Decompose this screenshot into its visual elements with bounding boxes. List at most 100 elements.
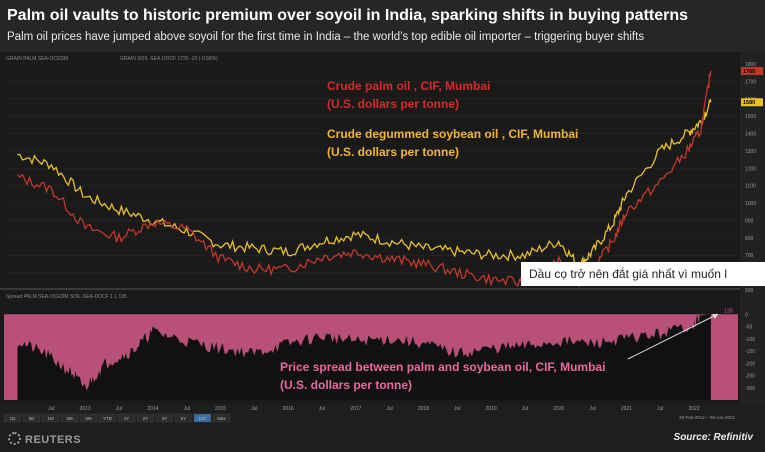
x-tick-label: 2013 <box>80 406 91 412</box>
range-button-label: 5Y <box>181 416 187 421</box>
range-button-bg <box>41 413 60 423</box>
x-tick-label: Jul <box>319 406 325 412</box>
chart-subtitle: Palm oil prices have jumped above soyoil… <box>7 31 645 43</box>
range-button-label: 3Y <box>162 416 168 421</box>
x-tick-label: Jul <box>386 406 392 412</box>
x-tick-label: 2019 <box>486 406 497 412</box>
x-tick-label: 2022 <box>688 406 699 412</box>
y-tick-label: 900 <box>745 218 754 224</box>
range-button-5y[interactable]: 5Y <box>174 413 193 423</box>
range-button-5d[interactable]: 5D <box>22 413 41 423</box>
x-tick-label: Jul <box>522 406 528 412</box>
range-button-3m[interactable]: 3M <box>60 413 79 423</box>
range-button-max[interactable]: Max <box>212 413 231 423</box>
range-button-label: 5D <box>29 416 36 421</box>
x-tick-label: Jul <box>589 406 595 412</box>
y-tick-label: 1800 <box>745 62 756 68</box>
annotation-soy-name: Crude degummed soybean oil , CIF, Mumbai <box>327 127 578 141</box>
reuters-dots-icon <box>8 432 21 445</box>
soy-last-value-tag-bg <box>741 98 763 107</box>
soy-last-value-tag: 1580 <box>741 98 763 107</box>
panel-header-palm: GRAIN PALM SEA-OCEDM <box>6 56 68 62</box>
date-range-label: 28-Feb-2012 – 08-Jun-2022 <box>679 415 736 420</box>
spread-y-tick-label: -200 <box>745 361 755 367</box>
y-tick-label: 500 <box>745 288 754 294</box>
annotation-palm-name: Crude palm oil , CIF, Mumbai <box>327 79 490 93</box>
spread-y-tick-label: -100 <box>745 337 755 343</box>
y-tick-label: 1100 <box>745 184 756 190</box>
range-button-1y[interactable]: 1Y <box>117 413 136 423</box>
y-tick-label: 1000 <box>745 201 756 207</box>
y-tick-label: 800 <box>745 236 754 242</box>
y-tick-label: 1300 <box>745 149 756 155</box>
range-button-label: Max <box>217 416 226 421</box>
trend-arrowhead <box>712 314 718 319</box>
palm-last-value-tag-bg <box>741 66 763 75</box>
spread-area <box>17 314 711 400</box>
palm-last-value-tag: 1760 <box>741 66 763 75</box>
x-tick-label: 2018 <box>418 406 429 412</box>
soy-last-value-tag-value: 1580 <box>743 100 755 106</box>
x-tick-label: 2014 <box>147 406 158 412</box>
range-button-label: 1Y <box>124 416 130 421</box>
x-tick-label: Jul <box>183 406 189 412</box>
y-tick-label: 1400 <box>745 132 756 138</box>
range-button-10y[interactable]: 10Y <box>193 413 212 423</box>
x-tick-label: 2015 <box>215 406 226 412</box>
range-button-bg <box>79 413 98 423</box>
range-button-bg <box>136 413 155 423</box>
range-button-label: YTD <box>103 416 113 421</box>
series-line-palm <box>17 70 712 288</box>
annotation-spread-unit: (U.S. dollars per tonne) <box>280 378 412 392</box>
y-tick-label: 700 <box>745 253 754 259</box>
panel-header-soy: GRAIN SOIL-SEA-DOCF 1725 -10 (-0.58%) <box>120 56 218 62</box>
range-button-1d[interactable]: 1D <box>3 413 22 423</box>
y-tick-label: 1500 <box>745 114 756 120</box>
x-tick-label: 2020 <box>553 406 564 412</box>
range-button-bg <box>174 413 193 423</box>
x-tick-label: 2017 <box>350 406 361 412</box>
x-tick-label: Jul <box>48 406 54 412</box>
panel-header-spread: Spread PALM SEA-OCEDM SOIL-SEA-DOCF 1 1 … <box>6 294 127 300</box>
annotation-soy-unit: (U.S. dollars per tonne) <box>327 145 459 159</box>
range-button-bg <box>212 413 231 423</box>
palm-last-value-tag-value: 1760 <box>743 69 755 75</box>
spread-y-tick-label: -250 <box>745 374 755 380</box>
annotation-palm-unit: (U.S. dollars per tonne) <box>327 97 459 111</box>
x-tick-label: Jul <box>251 406 257 412</box>
x-tick-label: Jul <box>657 406 663 412</box>
range-button-3y[interactable]: 3Y <box>155 413 174 423</box>
range-button-6m[interactable]: 6M <box>79 413 98 423</box>
x-tick-label: Jul <box>454 406 460 412</box>
range-button-label: 1D <box>10 416 17 421</box>
range-button-bg <box>117 413 136 423</box>
annotation-spread-name: Price spread between palm and soybean oi… <box>280 360 605 374</box>
range-button-2y[interactable]: 2Y <box>136 413 155 423</box>
top-panel-bg <box>0 52 765 288</box>
y-tick-label: 1700 <box>745 79 756 85</box>
spread-y-tick-label: -150 <box>745 349 755 355</box>
range-button-ytd[interactable]: YTD <box>98 413 117 423</box>
axis-strip <box>740 52 765 404</box>
tooltip-popup: Dầu cọ trở nên đắt giá nhất vì muốn l <box>521 262 765 286</box>
range-button-bg <box>60 413 79 423</box>
range-button-bg <box>155 413 174 423</box>
range-button-1m[interactable]: 1M <box>41 413 60 423</box>
price-chart: GRAIN PALM SEA-OCEDM GRAIN SOIL-SEA-DOCF … <box>0 52 765 423</box>
range-button-label: 6M <box>85 416 92 421</box>
range-button-bg <box>22 413 41 423</box>
reuters-logo-text: REUTERS <box>25 434 82 446</box>
range-button-bg <box>3 413 22 423</box>
spread-y-tick-label: -50 <box>745 325 752 331</box>
spread-last-value: 135 <box>724 308 733 314</box>
x-tick-label: Jul <box>116 406 122 412</box>
chart-title: Palm oil vaults to historic premium over… <box>7 7 689 24</box>
x-tick-label: 2016 <box>283 406 294 412</box>
x-tick-label: 2021 <box>621 406 632 412</box>
source-note: Source: Refinitiv <box>673 432 753 443</box>
reuters-logo: REUTERS <box>8 432 81 446</box>
spread-y-tick-label: 0 <box>745 312 748 318</box>
spread-y-tick-label: -300 <box>745 386 755 392</box>
trend-arrow <box>627 313 719 360</box>
chart-header: Palm oil vaults to historic premium over… <box>0 0 765 52</box>
